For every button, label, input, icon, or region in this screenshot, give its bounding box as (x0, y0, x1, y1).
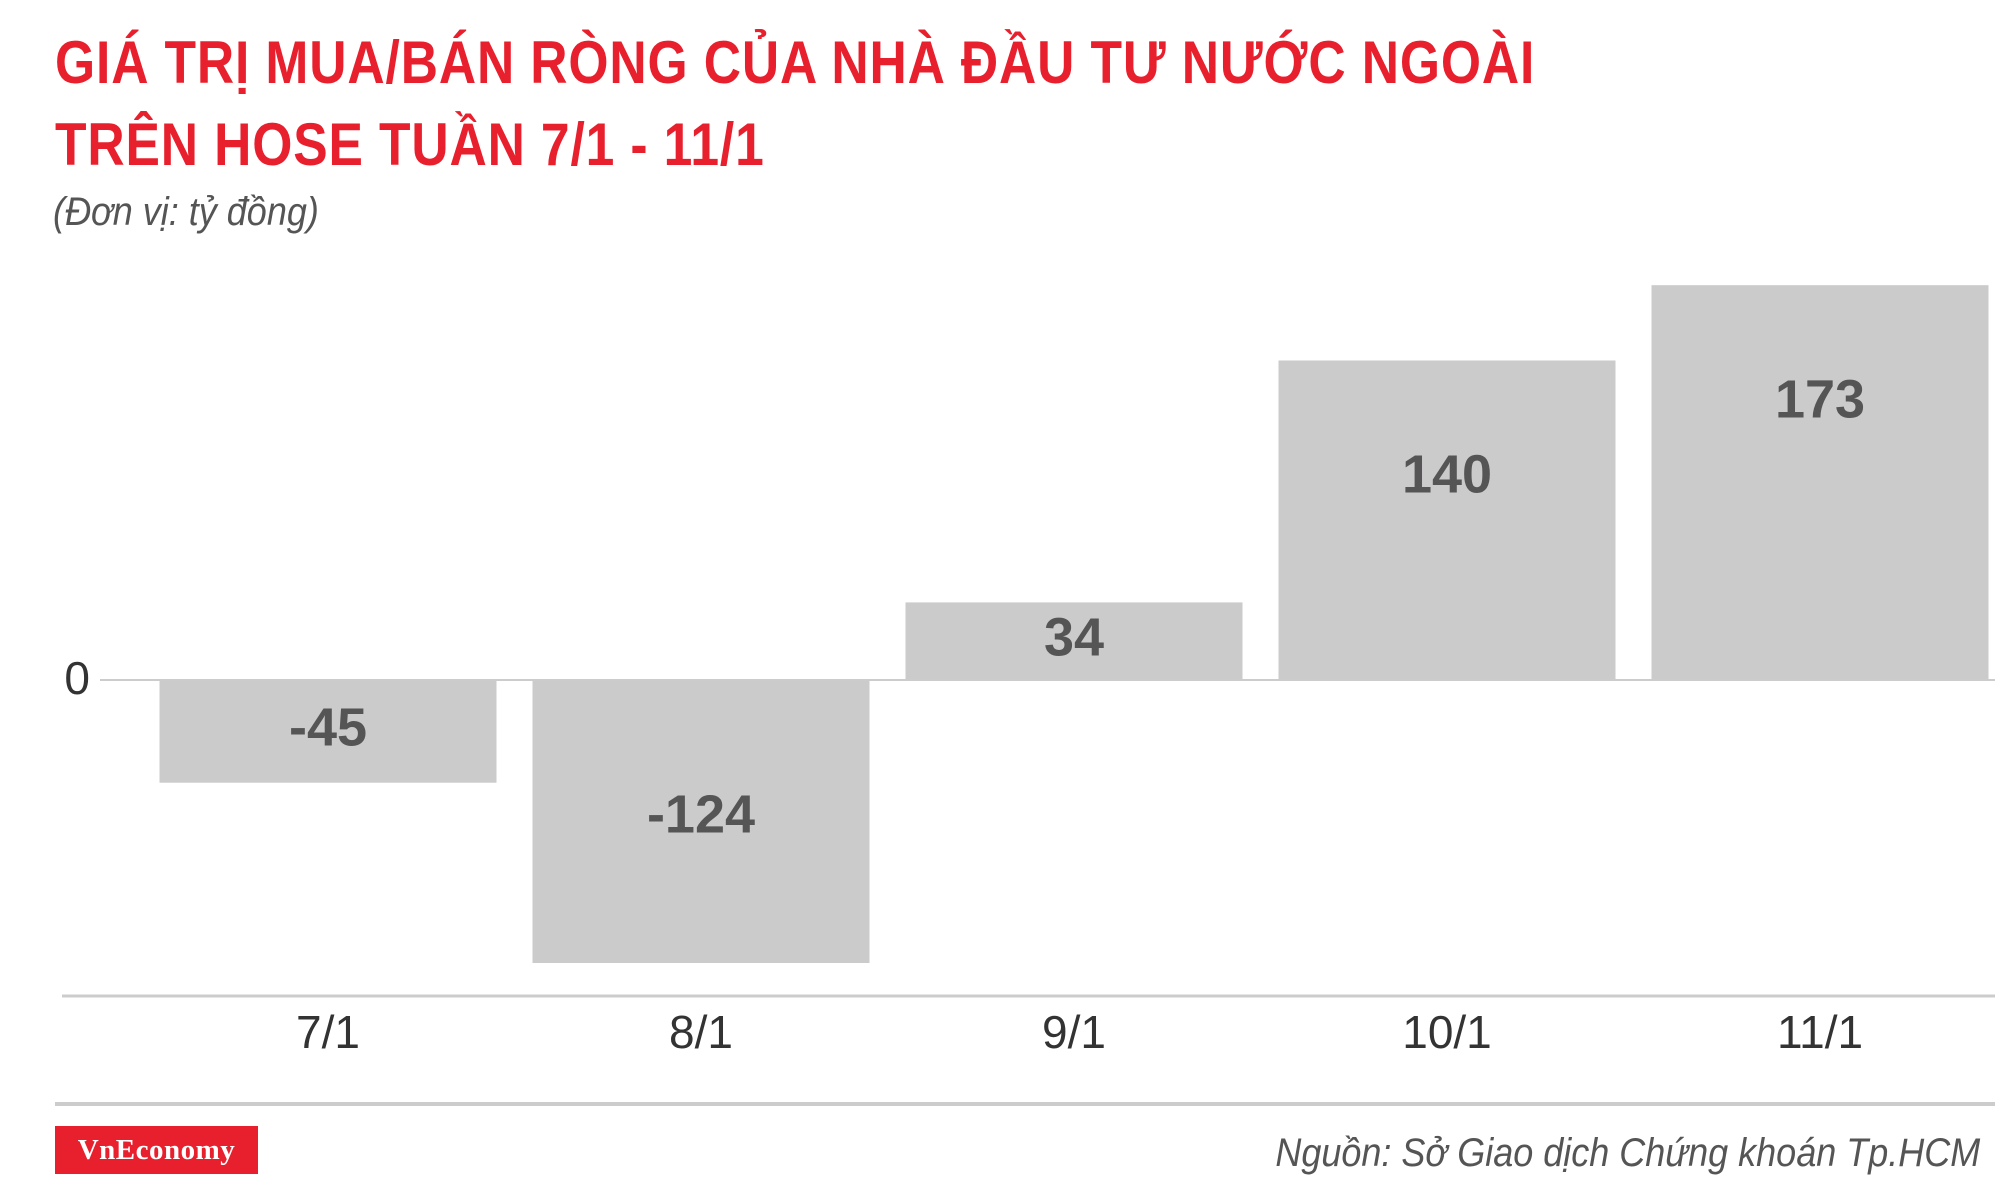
chart-title-line-1: GIÁ TRỊ MUA/BÁN RÒNG CỦA NHÀ ĐẦU TƯ NƯỚC… (55, 29, 1536, 96)
chart-subtitle: (Đơn vị: tỷ đồng) (53, 190, 319, 234)
bar-data-label: 34 (1044, 607, 1104, 667)
axes-group: 0 (62, 652, 1995, 998)
chart-title: GIÁ TRỊ MUA/BÁN RÒNG CỦA NHÀ ĐẦU TƯ NƯỚC… (55, 22, 1535, 186)
bar-8-1 (532, 680, 870, 963)
chart-title-line-2: TRÊN HOSE TUẦN 7/1 - 11/1 (55, 111, 765, 178)
x-tick-label: 9/1 (1042, 1006, 1106, 1058)
bar-data-label: 140 (1402, 445, 1492, 505)
bar-7-1 (159, 680, 497, 783)
bar-data-label: 173 (1775, 369, 1865, 429)
bar-data-label: -124 (647, 784, 755, 844)
category-labels-group: 7/1 8/1 9/1 10/1 11/1 (296, 1006, 1863, 1058)
y-tick-label: 0 (64, 652, 90, 704)
source-note: Nguồn: Sở Giao dịch Chứng khoán Tp.HCM (1275, 1131, 1980, 1175)
vneconomy-logo: VnEconomy (55, 1126, 258, 1174)
bar-data-label: -45 (289, 698, 367, 758)
bar-10-1 (1278, 360, 1616, 680)
bar-11-1 (1651, 285, 1989, 680)
x-tick-label: 10/1 (1402, 1006, 1492, 1058)
bars-group: -45 -124 34 140 173 (159, 285, 1989, 963)
x-tick-label: 11/1 (1777, 1006, 1863, 1058)
x-tick-label: 7/1 (296, 1006, 360, 1058)
x-tick-label: 8/1 (669, 1006, 733, 1058)
bar-9-1 (905, 602, 1243, 680)
